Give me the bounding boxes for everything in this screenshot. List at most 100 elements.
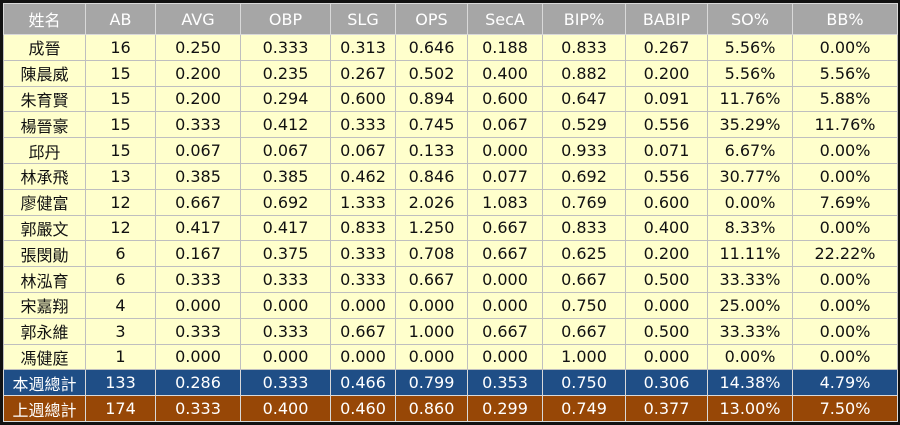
stat-cell: 0.556 bbox=[625, 111, 708, 139]
header-cell: OPS bbox=[395, 3, 468, 35]
stat-cell: 1.250 bbox=[395, 214, 468, 242]
player-row: 郭嚴文 12 0.417 0.417 0.833 1.250 0.667 0.833 0.400… bbox=[3, 214, 898, 242]
stat-cell: 0.00% bbox=[792, 34, 898, 61]
stat-cell: 0.833 bbox=[542, 34, 626, 61]
stat-cell: 0.400 bbox=[467, 59, 543, 87]
stat-cell: 5.56% bbox=[707, 34, 793, 61]
stat-cell: 0.412 bbox=[240, 111, 331, 139]
total-cell: 7.50% bbox=[792, 395, 898, 422]
stat-cell: 0.188 bbox=[467, 34, 543, 61]
stat-cell: 0.667 bbox=[155, 188, 241, 216]
stat-cell: 0.333 bbox=[330, 111, 396, 139]
stat-cell: 0.000 bbox=[467, 343, 543, 371]
header-cell: AVG bbox=[155, 3, 241, 35]
stat-cell: 0.462 bbox=[330, 162, 396, 190]
stat-cell: 0.692 bbox=[240, 188, 331, 216]
stat-cell: 0.600 bbox=[625, 188, 708, 216]
stat-cell: 6 bbox=[85, 240, 156, 268]
header-row: 姓名 AB AVG OBP SLG OPS SecA BIP% BABIP SO% BB% bbox=[3, 3, 898, 35]
stat-cell: 0.294 bbox=[240, 85, 331, 113]
stat-cell: 0.667 bbox=[467, 240, 543, 268]
player-name: 邱丹 bbox=[3, 137, 86, 164]
total-cell: 0.286 bbox=[155, 369, 241, 397]
total-row: 本週總計 133 0.286 0.333 0.466 0.799 0.353 0.750 0.3… bbox=[3, 369, 898, 397]
stat-cell: 0.091 bbox=[625, 85, 708, 113]
player-row: 宋嘉翔 4 0.000 0.000 0.000 0.000 0.000 0.750 0.000 2… bbox=[3, 291, 898, 319]
stat-cell: 1.083 bbox=[467, 188, 543, 216]
stat-cell: 0.667 bbox=[395, 266, 468, 293]
stat-cell: 0.894 bbox=[395, 85, 468, 113]
total-cell: 0.460 bbox=[330, 395, 396, 422]
stat-cell: 6 bbox=[85, 266, 156, 293]
stat-cell: 0.600 bbox=[330, 85, 396, 113]
stat-cell: 0.500 bbox=[625, 266, 708, 293]
stat-cell: 0.417 bbox=[240, 214, 331, 242]
total-cell: 0.750 bbox=[542, 369, 626, 397]
stat-cell: 0.000 bbox=[625, 291, 708, 319]
stat-cell: 15 bbox=[85, 111, 156, 139]
stat-cell: 1 bbox=[85, 343, 156, 371]
player-row: 林泓育 6 0.333 0.333 0.333 0.667 0.000 0.667 0.500 3… bbox=[3, 266, 898, 293]
stat-cell: 0.000 bbox=[467, 137, 543, 164]
stat-cell: 0.333 bbox=[240, 317, 331, 345]
header-cell: 姓名 bbox=[3, 3, 86, 35]
total-cell: 0.799 bbox=[395, 369, 468, 397]
stat-cell: 11.76% bbox=[707, 85, 793, 113]
player-name: 郭嚴文 bbox=[3, 214, 86, 242]
stat-cell: 0.071 bbox=[625, 137, 708, 164]
stat-cell: 33.33% bbox=[707, 317, 793, 345]
stat-cell: 0.500 bbox=[625, 317, 708, 345]
stat-cell: 0.077 bbox=[467, 162, 543, 190]
stat-cell: 0.067 bbox=[467, 111, 543, 139]
player-name: 陳晨威 bbox=[3, 59, 86, 87]
stat-cell: 0.385 bbox=[155, 162, 241, 190]
player-row: 林承飛 13 0.385 0.385 0.462 0.846 0.077 0.692 0.556… bbox=[3, 162, 898, 190]
stat-cell: 0.667 bbox=[542, 317, 626, 345]
stat-cell: 0.625 bbox=[542, 240, 626, 268]
header-cell: SLG bbox=[330, 3, 396, 35]
stat-cell: 15 bbox=[85, 137, 156, 164]
total-cell: 14.38% bbox=[707, 369, 793, 397]
total-cell: 0.400 bbox=[240, 395, 331, 422]
stat-cell: 0.692 bbox=[542, 162, 626, 190]
stat-cell: 33.33% bbox=[707, 266, 793, 293]
stat-cell: 1.000 bbox=[542, 343, 626, 371]
player-name: 林承飛 bbox=[3, 162, 86, 190]
total-cell: 0.333 bbox=[240, 369, 331, 397]
stat-cell: 0.667 bbox=[330, 317, 396, 345]
stat-cell: 5.56% bbox=[792, 59, 898, 87]
stat-cell: 0.200 bbox=[625, 59, 708, 87]
player-name: 朱育賢 bbox=[3, 85, 86, 113]
stat-cell: 8.33% bbox=[707, 214, 793, 242]
total-cell: 0.306 bbox=[625, 369, 708, 397]
stat-cell: 0.385 bbox=[240, 162, 331, 190]
stat-cell: 35.29% bbox=[707, 111, 793, 139]
stat-cell: 0.882 bbox=[542, 59, 626, 87]
stat-cell: 0.769 bbox=[542, 188, 626, 216]
total-cell: 0.377 bbox=[625, 395, 708, 422]
total-cell: 0.860 bbox=[395, 395, 468, 422]
player-row: 馮健庭 1 0.000 0.000 0.000 0.000 0.000 1.000 0.000 0… bbox=[3, 343, 898, 371]
total-cell: 0.749 bbox=[542, 395, 626, 422]
stat-cell: 4 bbox=[85, 291, 156, 319]
stat-cell: 0.067 bbox=[155, 137, 241, 164]
stat-cell: 0.750 bbox=[542, 291, 626, 319]
player-name: 郭永維 bbox=[3, 317, 86, 345]
stat-cell: 0.333 bbox=[330, 266, 396, 293]
header-cell: OBP bbox=[240, 3, 331, 35]
stat-cell: 0.00% bbox=[792, 343, 898, 371]
total-cell: 0.333 bbox=[155, 395, 241, 422]
total-cell: 13.00% bbox=[707, 395, 793, 422]
stat-cell: 0.00% bbox=[707, 188, 793, 216]
stat-cell: 0.646 bbox=[395, 34, 468, 61]
stat-cell: 0.502 bbox=[395, 59, 468, 87]
stat-cell: 6.67% bbox=[707, 137, 793, 164]
stat-cell: 7.69% bbox=[792, 188, 898, 216]
stat-cell: 0.529 bbox=[542, 111, 626, 139]
stat-cell: 15 bbox=[85, 59, 156, 87]
stat-cell: 0.417 bbox=[155, 214, 241, 242]
table-body: 成晉 16 0.250 0.333 0.313 0.646 0.188 0.833 0.267 5… bbox=[3, 34, 898, 422]
stat-cell: 0.333 bbox=[155, 266, 241, 293]
stat-cell: 16 bbox=[85, 34, 156, 61]
